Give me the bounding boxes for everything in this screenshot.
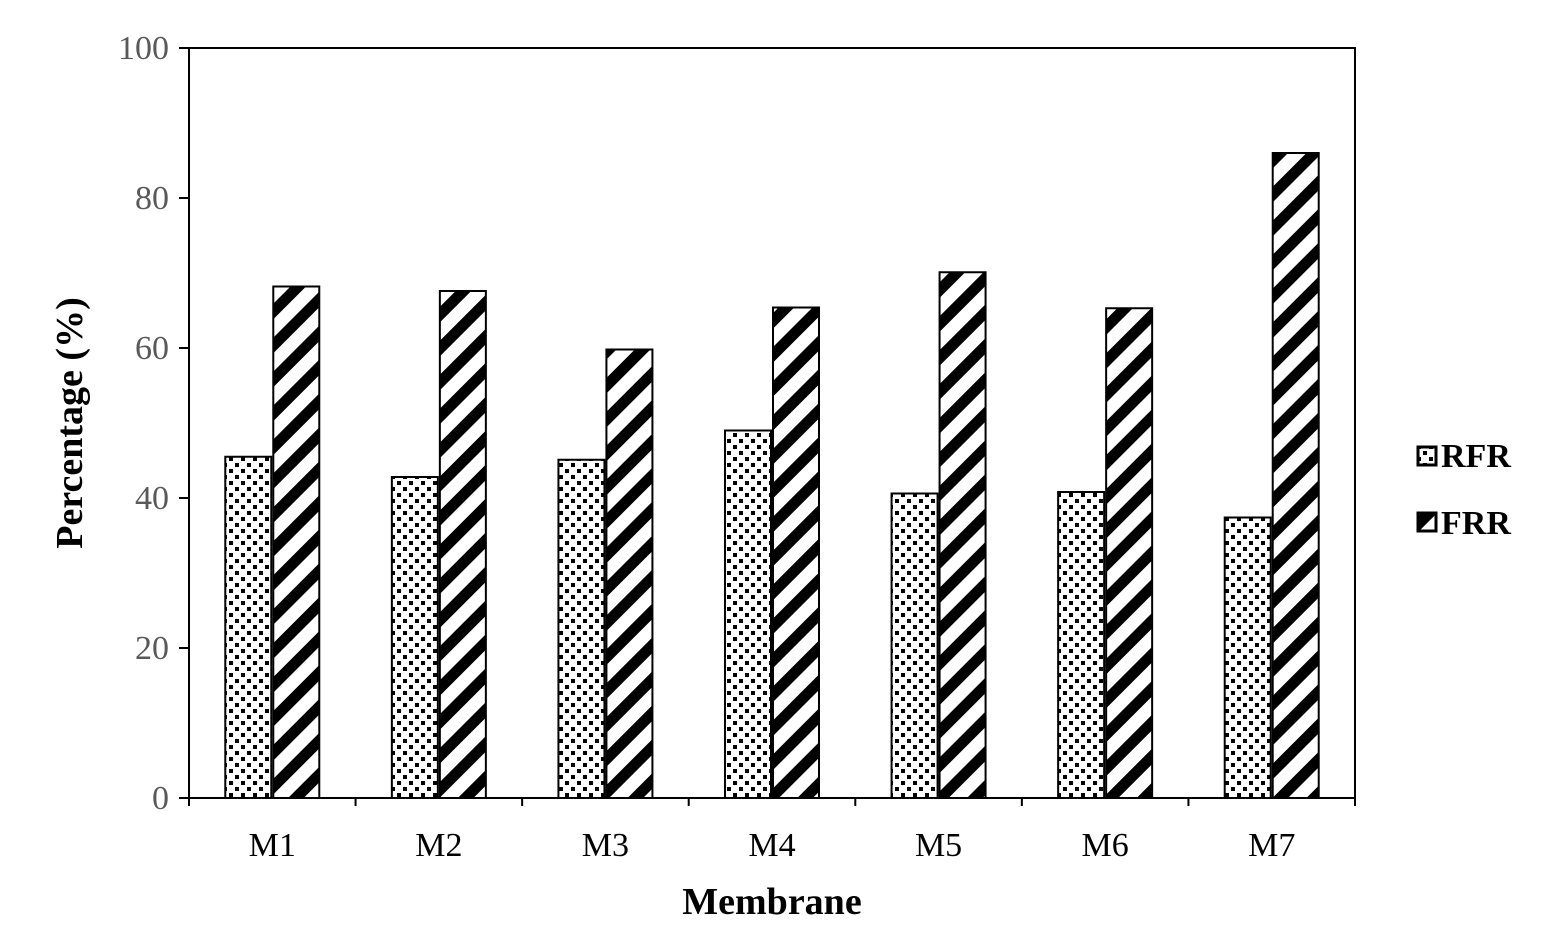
y-tick-label: 0 xyxy=(152,780,169,817)
y-axis: 0 20 40 60 80 100 xyxy=(118,30,189,817)
bar-rfr-m7 xyxy=(1223,516,1272,799)
bar-frr-m7 xyxy=(1271,152,1320,799)
bar-rfr-m2 xyxy=(390,476,439,799)
bar-rfr-m6 xyxy=(1057,491,1106,799)
x-tick-label: M4 xyxy=(748,827,795,864)
bar-frr-m3 xyxy=(605,348,654,799)
bars xyxy=(224,152,1320,799)
legend-swatch-rfr xyxy=(1416,445,1438,467)
bar-rfr-m3 xyxy=(557,458,606,799)
bar-frr-m4 xyxy=(772,306,820,799)
x-tick-label: M7 xyxy=(1248,827,1295,864)
x-tick-label: M6 xyxy=(1082,827,1129,864)
legend: RFR FRR xyxy=(1416,438,1511,542)
legend-label-frr: FRR xyxy=(1441,505,1511,542)
bar-frr-m6 xyxy=(1105,307,1154,799)
bar-rfr-m4 xyxy=(724,429,772,799)
legend-label-rfr: RFR xyxy=(1441,438,1511,475)
y-tick-label: 100 xyxy=(118,30,169,67)
x-tick-label: M1 xyxy=(249,827,296,864)
y-tick-label: 60 xyxy=(135,330,169,367)
bar-frr-m2 xyxy=(438,290,487,799)
bar-frr-m1 xyxy=(272,285,321,799)
bar-rfr-m5 xyxy=(890,492,939,799)
y-axis-title: Percentage (%) xyxy=(49,297,91,548)
x-tick-label: M3 xyxy=(582,827,629,864)
y-tick-label: 20 xyxy=(135,630,169,667)
bar-rfr-m1 xyxy=(224,455,273,799)
y-tick-label: 80 xyxy=(135,180,169,217)
x-axis-title: Membrane xyxy=(682,881,861,923)
x-axis: M1 M2 M3 M4 M5 M6 M7 xyxy=(188,798,1356,864)
x-tick-label: M5 xyxy=(915,827,962,864)
bar-frr-m5 xyxy=(938,271,987,799)
x-tick-label: M2 xyxy=(415,827,462,864)
y-tick-label: 40 xyxy=(135,480,169,517)
legend-swatch-frr xyxy=(1416,511,1438,533)
